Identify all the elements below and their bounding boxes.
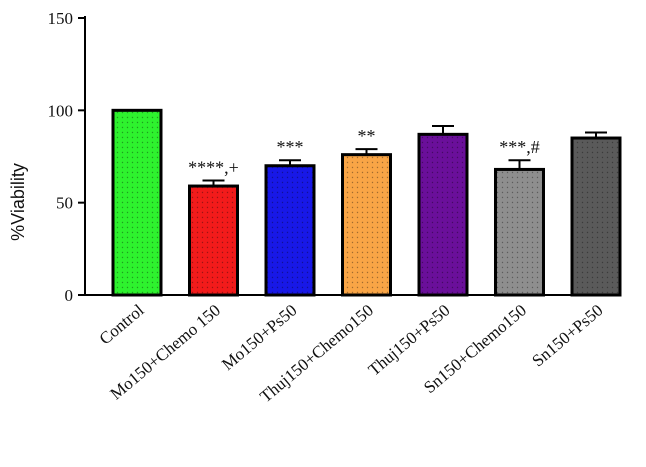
y-tick-label: 0 xyxy=(65,286,74,305)
bar-pattern xyxy=(267,167,313,294)
y-tick-label: 100 xyxy=(48,101,74,120)
y-tick-label: 50 xyxy=(56,194,73,213)
x-tick-label: Sn150+Ps50 xyxy=(528,301,606,371)
x-tick-label: Mo150+Ps50 xyxy=(218,301,301,375)
x-tick-label: Control xyxy=(96,300,148,348)
bar-pattern xyxy=(344,156,389,294)
significance-label: ** xyxy=(358,126,376,146)
significance-label: ****,+ xyxy=(188,158,239,178)
bar-pattern xyxy=(420,135,466,294)
y-axis-label: %Viability xyxy=(8,163,28,241)
bar-pattern xyxy=(497,170,542,294)
bar-pattern xyxy=(114,111,160,294)
bars: ****,+********,# xyxy=(111,108,622,297)
y-tick-label: 150 xyxy=(48,9,74,28)
significance-label: *** xyxy=(277,137,304,157)
bar-pattern xyxy=(573,139,619,294)
significance-label: ***,# xyxy=(499,137,540,157)
bar-pattern xyxy=(191,187,236,294)
